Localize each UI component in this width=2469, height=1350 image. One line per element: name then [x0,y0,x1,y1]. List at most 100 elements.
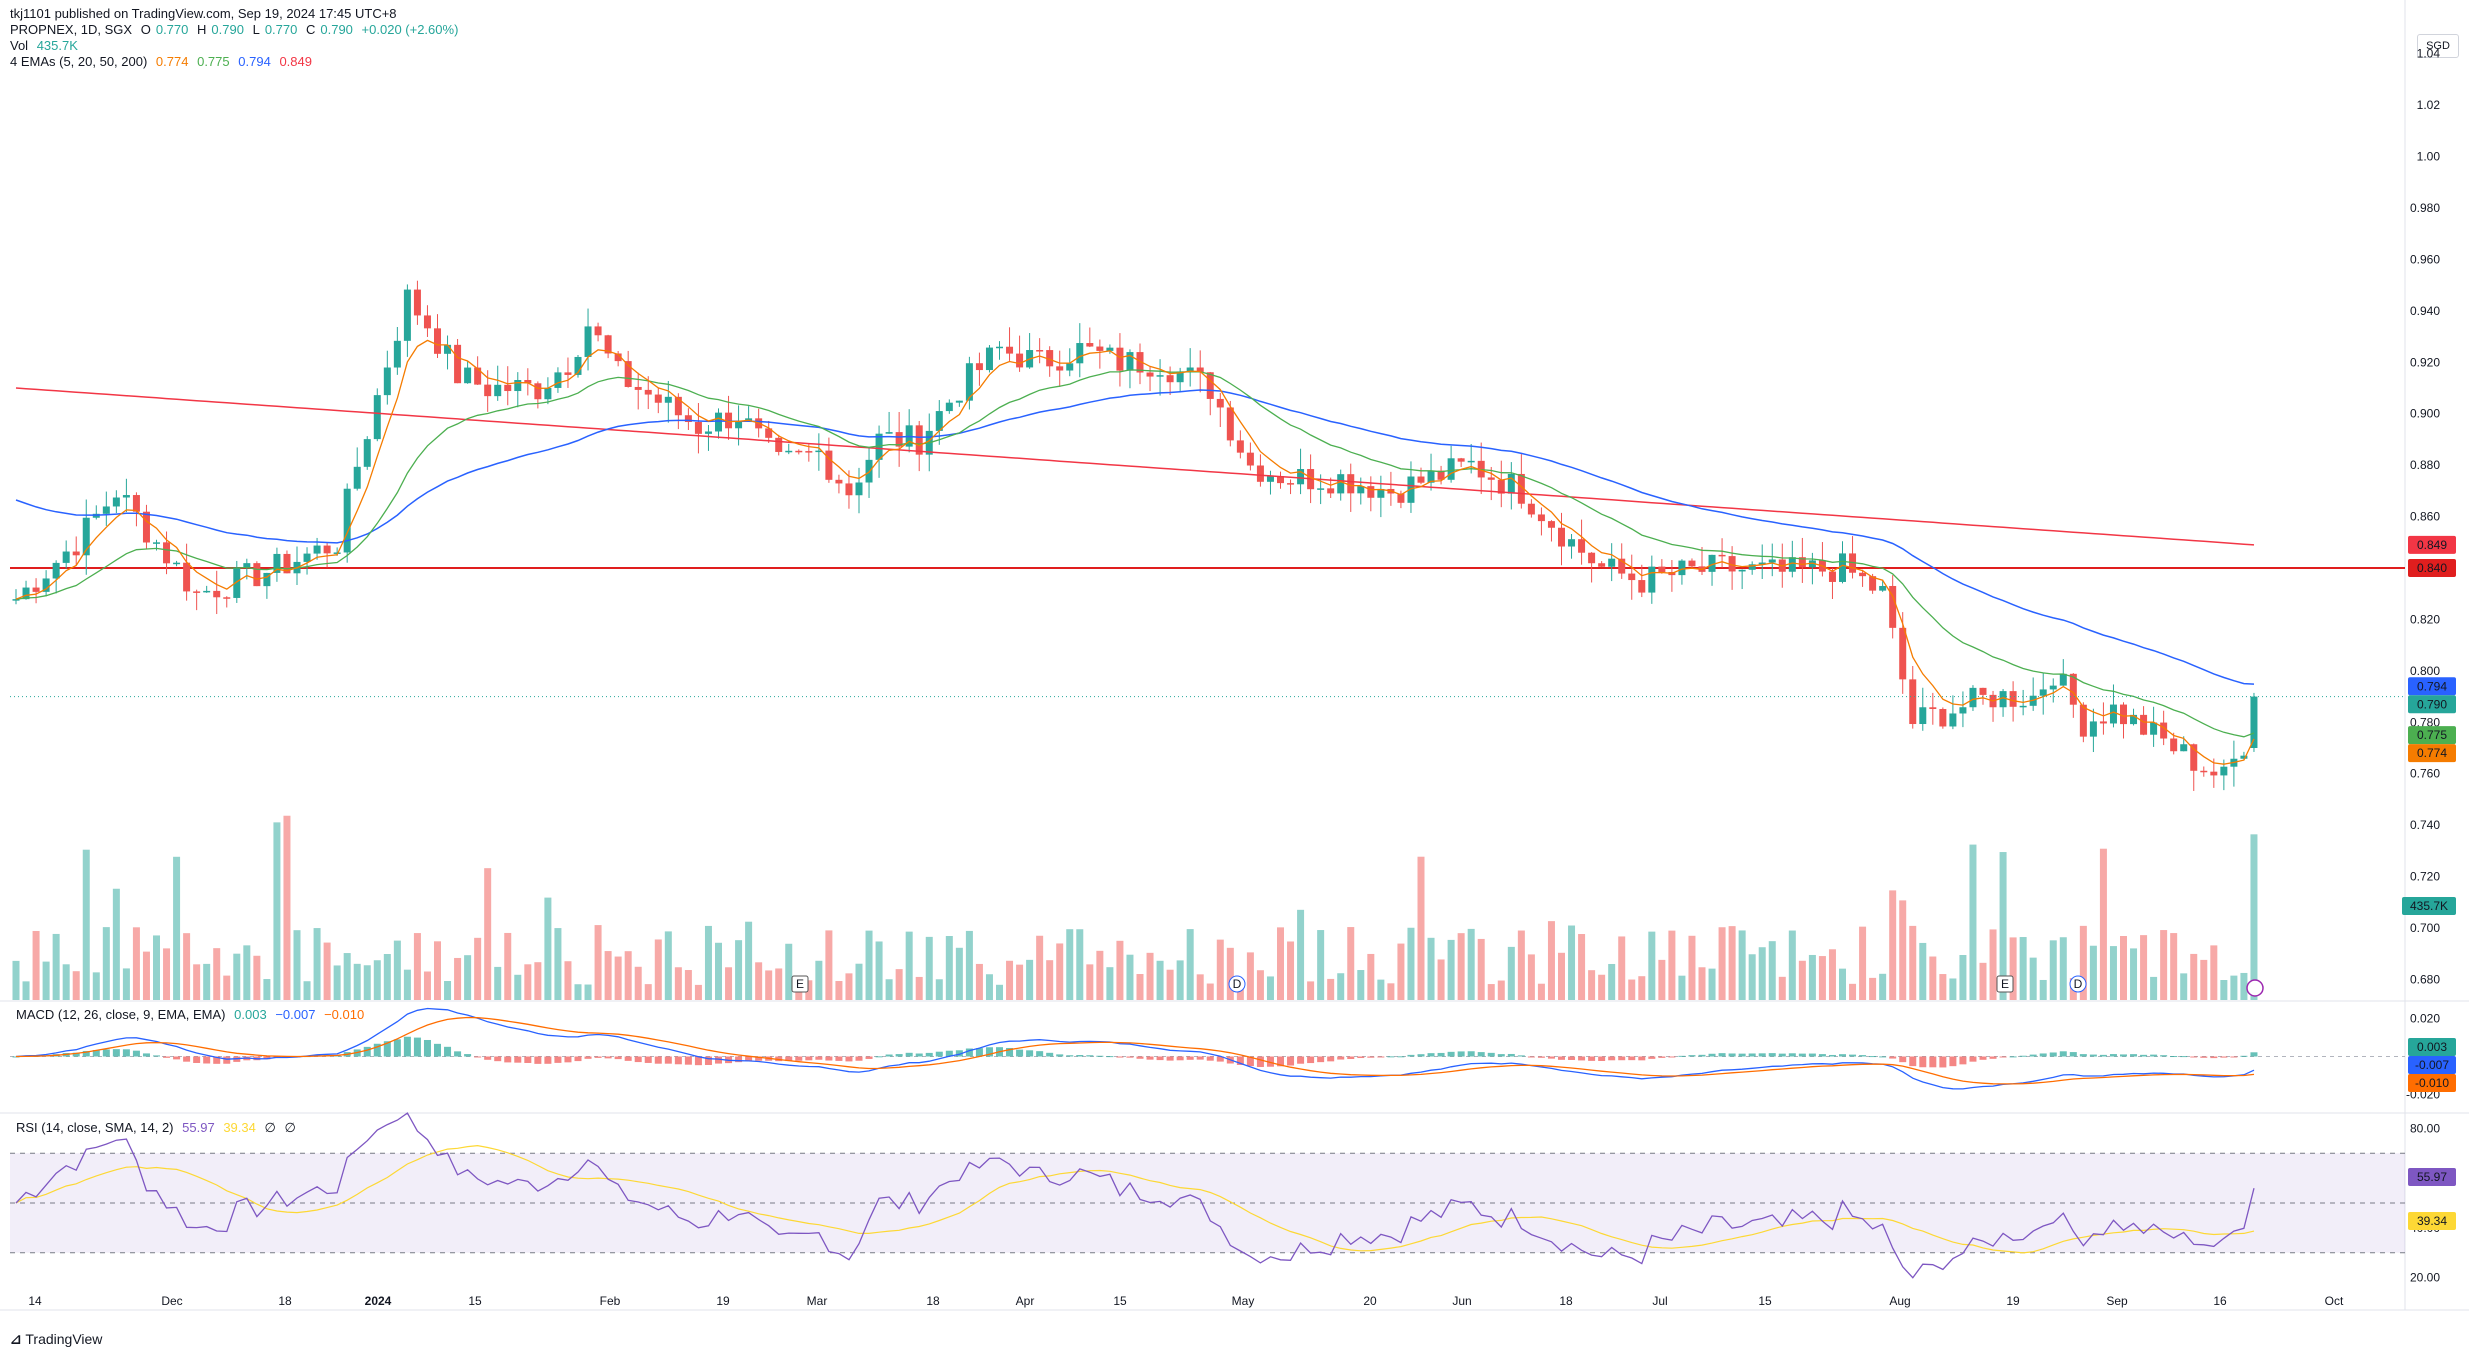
candle-body [965,363,973,401]
macd-hist-bar [1618,1056,1626,1061]
candle-body [2210,771,2218,776]
candle-body [1798,557,1806,568]
volume-bar [1688,935,1696,1000]
macd-hist-bar [1507,1053,1515,1057]
event-marker-label: D [1233,977,1242,991]
macd-label: MACD (12, 26, close, 9, EMA, EMA) [16,1007,226,1022]
macd-hist-bar [1608,1056,1616,1061]
candle-body [2099,721,2107,724]
split-marker-icon [2246,979,2264,997]
volume-bar [323,942,331,1000]
candle-body [1216,398,1224,408]
volume-bar [122,968,130,1000]
candle-body [1437,470,1445,480]
rsi-value: 55.97 [182,1120,215,1135]
macd-signal-value: −0.010 [324,1007,365,1022]
macd-hist-bar [1859,1055,1867,1057]
volume-bar [1828,949,1836,1000]
volume-bar [1648,931,1656,1000]
candle-body [353,466,361,489]
volume-bar [1598,974,1606,1000]
macd-hist-bar [1688,1055,1696,1057]
macd-hist-bar [2089,1054,2097,1057]
candle-body [2180,744,2188,752]
macd-hist-bar [935,1051,943,1057]
volume-bar [504,932,512,1000]
candle-body [494,384,502,397]
volume-bar [1287,941,1295,1000]
volume-bar [664,931,672,1000]
candle-body [1828,571,1836,582]
candle-body [674,396,682,416]
volume-bar [2009,937,2017,1000]
macd-hist-bar [1497,1054,1505,1057]
volume-bar [1728,926,1736,1000]
macd-hist-bar [1116,1056,1124,1058]
volume-bar [112,888,120,1000]
candle-body [875,433,883,460]
currency-button[interactable]: SGD [2417,34,2459,58]
volume-bar [1678,975,1686,1000]
symbol-name: PROPNEX, 1D, SGX [10,22,133,37]
macd-hist-bar [72,1052,80,1057]
macd-hist-bar [1818,1054,1826,1057]
macd-hist-bar [1347,1056,1355,1060]
volume-bar [1487,984,1495,1000]
volume-bar [1176,960,1184,1000]
macd-hist-bar [1146,1056,1154,1060]
volume-bar [825,930,833,1000]
ema-legend[interactable]: 4 EMAs (5, 20, 50, 200) 0.774 0.775 0.79… [10,54,317,69]
macd-tag-bg [2408,1074,2456,1092]
volume-bar [905,931,913,1000]
time-tick-label: Oct [2325,1294,2344,1308]
volume-bar [996,984,1003,1000]
macd-hist-bar [1236,1056,1244,1065]
macd-hist-bar [163,1056,171,1058]
candle-body [1347,474,1355,494]
candle-body [2109,704,2117,724]
macd-hist-bar [132,1050,140,1057]
candle-body [1889,585,1897,628]
volume-bar [725,967,733,1000]
volume-bar [2190,953,2198,1000]
candle-body [1236,440,1244,453]
candle-body [2200,770,2208,773]
volume-bar [2230,975,2238,1000]
ohlc-close: C 0.790 [305,22,353,37]
volume-bar [2109,946,2117,1000]
macd-hist-bar [704,1056,712,1065]
volume-bar [1517,930,1525,1000]
volume-bar [2059,937,2067,1000]
event-marker-label: E [796,977,804,991]
macd-legend[interactable]: MACD (12, 26, close, 9, EMA, EMA) 0.003 … [16,1007,369,1022]
macd-hist-bar [2079,1054,2087,1057]
volume-bar [1929,956,1937,1000]
volume-bar [2120,936,2127,1000]
volume-bar [1196,974,1204,1000]
volume-bar [1016,964,1024,1000]
candle-body [1628,573,1636,581]
volume-bar [1497,980,1505,1000]
macd-hist-bar [1086,1055,1094,1057]
macd-hist-bar [1377,1056,1385,1058]
candle-body [634,386,642,390]
volume-legend[interactable]: Vol 435.7K [10,38,83,53]
rsi-legend[interactable]: RSI (14, close, SMA, 14, 2) 55.97 39.34 … [16,1120,301,1136]
volume-bar [454,957,462,1000]
macd-hist-bar [122,1049,130,1057]
candle-body [745,418,753,421]
macd-hist-bar [2109,1054,2117,1057]
volume-bar [1457,933,1465,1000]
candle-body [1999,691,2007,708]
candle-body [1578,539,1586,553]
macd-hist-bar [2250,1052,2258,1057]
ema20-value: 0.775 [197,54,230,69]
candle-body [2079,704,2087,737]
candle-body [1718,554,1726,557]
time-tick-label: Mar [807,1294,828,1308]
candle-body [1648,566,1656,593]
volume-bar [534,962,542,1000]
volume-bar [1638,976,1646,1000]
